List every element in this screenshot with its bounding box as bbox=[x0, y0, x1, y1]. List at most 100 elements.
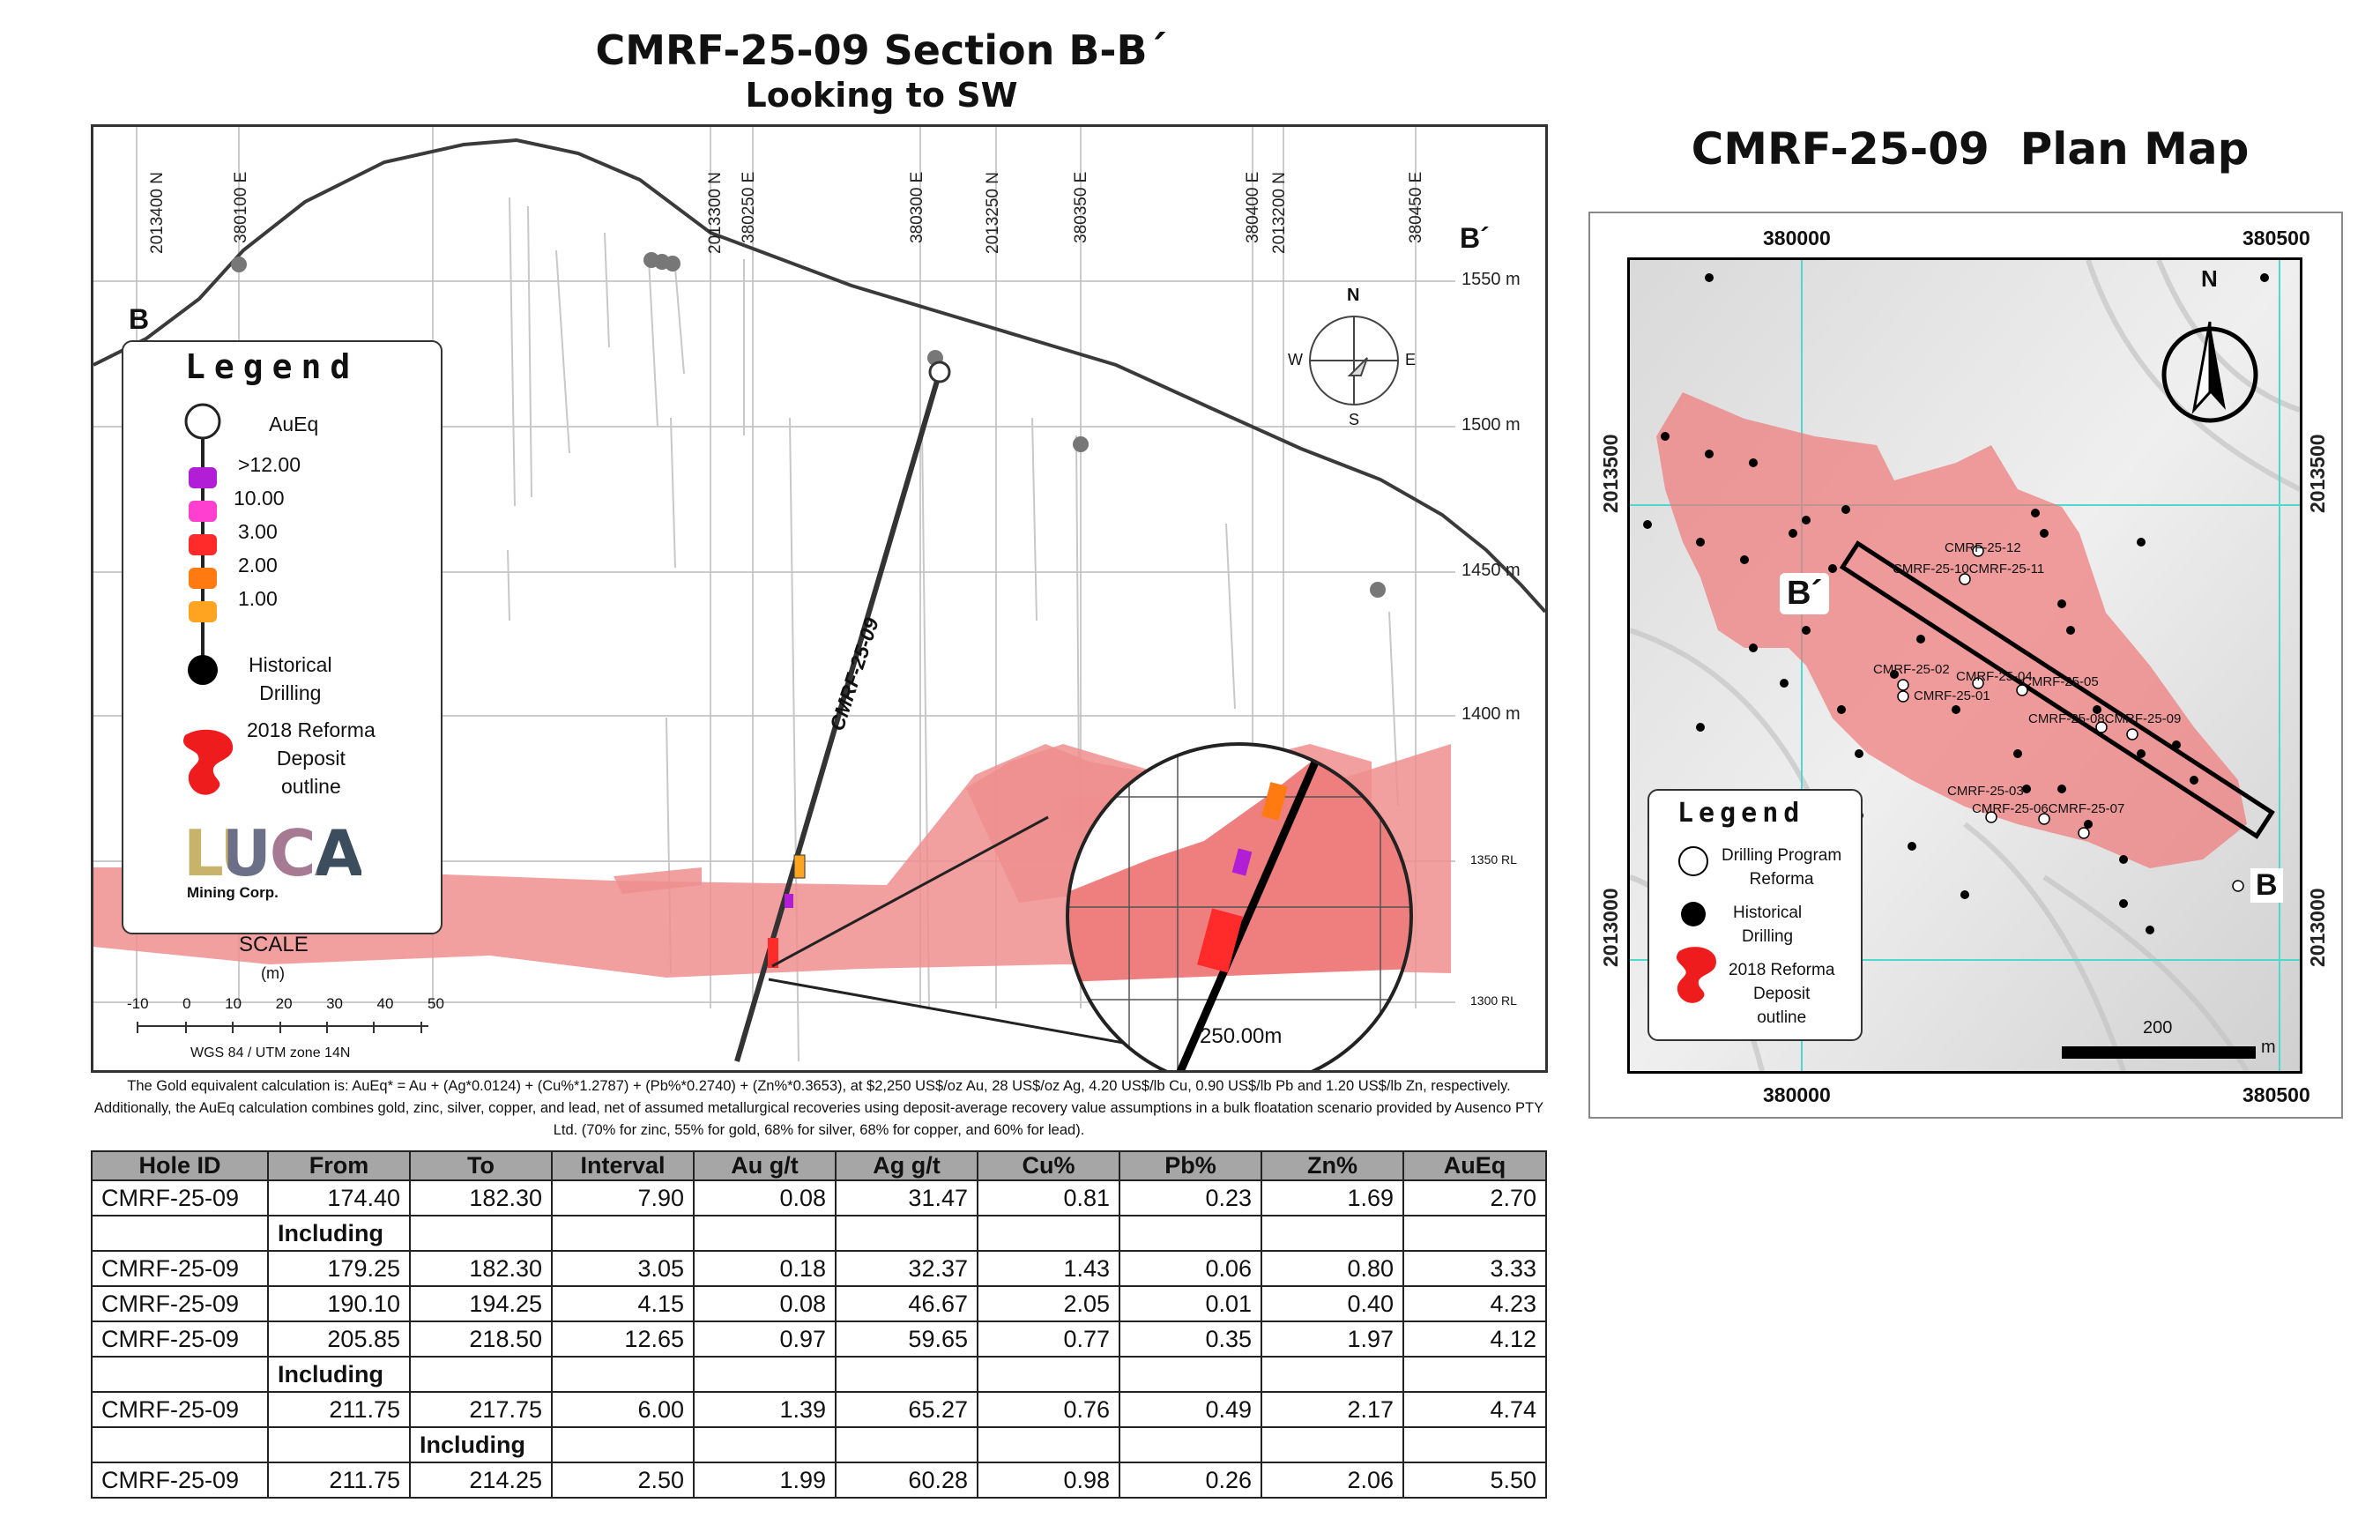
compass-e: E bbox=[1405, 351, 1417, 368]
table-cell: 218.50 bbox=[409, 1321, 553, 1358]
table-row: CMRF-25-09 174.40 182.30 7.90 0.08 31.47 0.81 0… bbox=[91, 1179, 1547, 1216]
table-cell: 46.67 bbox=[835, 1285, 978, 1322]
plan-hole-label: CMRF-25-08CMRF-25-09 bbox=[2028, 711, 2182, 726]
table-cell: CMRF-25-09 bbox=[91, 1321, 269, 1358]
table-cell bbox=[1119, 1356, 1262, 1393]
table-cell: 190.10 bbox=[267, 1285, 411, 1322]
table-header-row: Hole ID From To Interval Au g/t Ag g/t C… bbox=[91, 1150, 1547, 1181]
table-cell: 2.06 bbox=[1261, 1462, 1404, 1499]
table-cell: 0.40 bbox=[1261, 1285, 1404, 1322]
table-cell: CMRF-25-09 bbox=[91, 1250, 269, 1287]
section-label-bprime: B´ bbox=[1460, 222, 1490, 254]
table-cell bbox=[693, 1215, 837, 1252]
table-cell: 3.33 bbox=[1402, 1250, 1547, 1287]
scale-tick: 0 bbox=[182, 995, 191, 1012]
plan-label-easting: 380000 bbox=[1763, 227, 1831, 249]
table-cell: 0.98 bbox=[977, 1462, 1120, 1499]
aueq-symbols bbox=[184, 403, 221, 685]
table-cell: 0.06 bbox=[1119, 1250, 1262, 1287]
table-cell: 65.27 bbox=[835, 1391, 978, 1428]
plan-scale-bar bbox=[2062, 1046, 2256, 1059]
plan-north-label: N bbox=[2201, 265, 2218, 292]
legend-grade: 10.00 bbox=[234, 487, 285, 510]
section-panel: 2013400 N 380100 E 2013300 N 380250 E 38… bbox=[91, 124, 1548, 1073]
table-cell: 0.18 bbox=[693, 1250, 837, 1287]
compass-s: S bbox=[1349, 411, 1360, 428]
table-cell: 0.49 bbox=[1119, 1391, 1262, 1428]
table-cell: 0.80 bbox=[1261, 1250, 1404, 1287]
scale-tick: 30 bbox=[326, 995, 343, 1012]
table-cell: CMRF-25-09 bbox=[91, 1391, 269, 1428]
luca-logo-sub: Mining Corp. bbox=[187, 884, 279, 901]
plan-deposit-outline bbox=[1656, 392, 2247, 868]
section-label-b: B bbox=[129, 303, 150, 335]
compass-rose bbox=[1309, 316, 1399, 405]
hole-grade-segment-red bbox=[768, 938, 778, 968]
inset-leader-top bbox=[771, 815, 1049, 968]
table-cell: 4.12 bbox=[1402, 1321, 1547, 1358]
table-header-cell: To bbox=[409, 1150, 553, 1181]
table-cell: 214.25 bbox=[409, 1462, 553, 1499]
legend-historical: Historical Drilling bbox=[249, 653, 332, 704]
table-cell: 2.05 bbox=[977, 1285, 1120, 1322]
table-cell: 1.43 bbox=[977, 1250, 1120, 1287]
table-cell: 4.23 bbox=[1402, 1285, 1547, 1322]
table-cell: Including bbox=[409, 1426, 553, 1463]
table-header-cell: Cu% bbox=[977, 1150, 1120, 1181]
plan-hole-label: CMRF-25-04 bbox=[1956, 669, 2033, 684]
plan-hole-label: CMRF-25-05 bbox=[2022, 674, 2099, 689]
table-cell bbox=[1261, 1215, 1404, 1252]
table-cell: 0.81 bbox=[977, 1179, 1120, 1216]
table-cell: 6.00 bbox=[551, 1391, 695, 1428]
table-cell: Including bbox=[267, 1356, 411, 1393]
plan-hole-label: CMRF-25-01 bbox=[1914, 688, 1990, 703]
plan-hole-label: CMRF-25-06CMRF-25-07 bbox=[1972, 801, 2125, 816]
table-cell bbox=[693, 1426, 837, 1463]
scale-unit: (m) bbox=[261, 964, 285, 982]
results-table-body: CMRF-25-09 174.40 182.30 7.90 0.08 31.47 0.81 0… bbox=[91, 1179, 1547, 1499]
table-cell: CMRF-25-09 bbox=[91, 1462, 269, 1499]
table-cell bbox=[1119, 1215, 1262, 1252]
table-cell bbox=[977, 1356, 1120, 1393]
table-cell: 32.37 bbox=[835, 1250, 978, 1287]
section-legend: Legend AuEq >12.00 10.00 3.00 2.00 1.00 … bbox=[122, 340, 443, 934]
plan-label-easting: 380000 bbox=[1763, 1083, 1831, 1106]
table-cell bbox=[1119, 1426, 1262, 1463]
table-cell bbox=[91, 1426, 269, 1463]
inset-magnifier bbox=[1066, 742, 1413, 1070]
easting-label: 380450 E bbox=[1407, 171, 1425, 243]
elevation-label: 1500 m bbox=[1461, 415, 1521, 435]
plan-legend-drilling-program: Drilling Program Reforma bbox=[1722, 846, 1842, 889]
table-cell: 0.26 bbox=[1119, 1462, 1262, 1499]
table-cell bbox=[1402, 1426, 1547, 1463]
plan-legend-deposit: 2018 Reforma Deposit outline bbox=[1729, 961, 1835, 1027]
table-row: CMRF-25-09 179.25 182.30 3.05 0.18 32.37 1.43 0… bbox=[91, 1250, 1547, 1287]
table-cell: 0.08 bbox=[693, 1179, 837, 1216]
table-cell: 31.47 bbox=[835, 1179, 978, 1216]
table-cell bbox=[1402, 1356, 1547, 1393]
table-cell: 217.75 bbox=[409, 1391, 553, 1428]
table-cell: 12.65 bbox=[551, 1321, 695, 1358]
elevation-label: 1400 m bbox=[1461, 704, 1521, 724]
easting-label: 380300 E bbox=[908, 171, 926, 243]
hole-grade-segment-purple bbox=[785, 894, 793, 908]
table-cell bbox=[409, 1356, 553, 1393]
plan-map-frame: N B´ B CMRF-25-12 CMRF-25-10CMRF-25-11 C… bbox=[1627, 257, 2302, 1074]
plan-program-holes bbox=[1897, 545, 2244, 892]
table-cell: 4.74 bbox=[1402, 1391, 1547, 1428]
aueq-footnote: The Gold equivalent calculation is: AuEq… bbox=[93, 1078, 1544, 1138]
plan-label-northing: 2013000 bbox=[1599, 888, 1622, 967]
scale-tick: -10 bbox=[127, 995, 149, 1012]
table-cell: 2.70 bbox=[1402, 1179, 1547, 1216]
historical-collars bbox=[231, 252, 1386, 598]
table-cell bbox=[835, 1215, 978, 1252]
table-header-cell: Pb% bbox=[1119, 1150, 1262, 1181]
easting-label: 380350 E bbox=[1072, 171, 1090, 243]
results-table: Hole ID From To Interval Au g/t Ag g/t C… bbox=[91, 1150, 1547, 1499]
table-cell: 5.50 bbox=[1402, 1462, 1547, 1499]
topography-line bbox=[93, 138, 1545, 614]
table-including-row: Including bbox=[91, 1356, 1547, 1393]
table-cell: 0.77 bbox=[977, 1321, 1120, 1358]
plan-label-bprime: B´ bbox=[1780, 573, 1830, 614]
section-title: CMRF-25-09 Section B-B´ bbox=[595, 26, 1168, 74]
